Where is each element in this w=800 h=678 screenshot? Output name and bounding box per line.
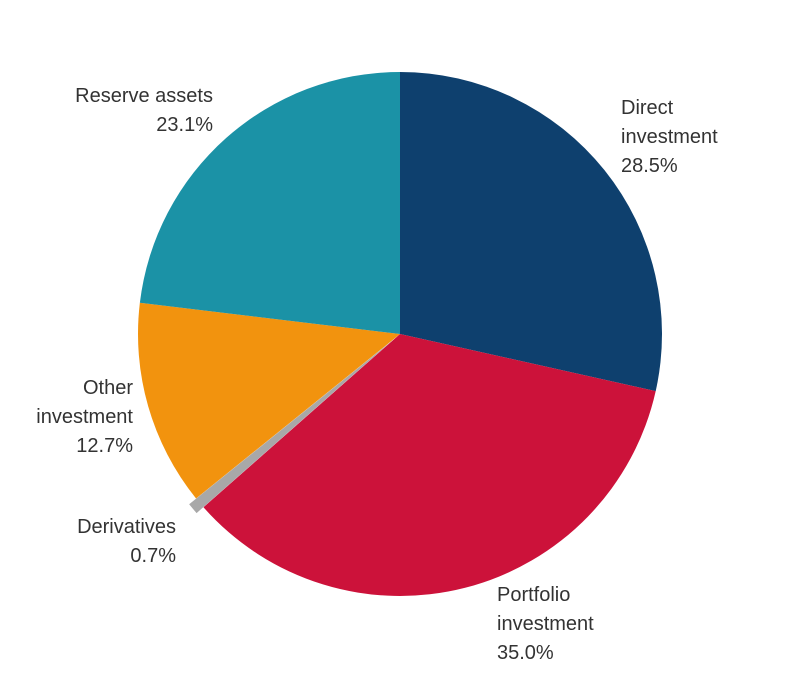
label-portfolio-investment: Portfolio investment 35.0% bbox=[497, 581, 594, 668]
pie-slice-derivatives bbox=[189, 339, 394, 514]
label-line: Reserve assets bbox=[75, 85, 213, 107]
pie-slice-other-investment bbox=[137, 302, 400, 499]
value-label: 28.5% bbox=[621, 155, 678, 177]
label-line: investment bbox=[497, 613, 594, 635]
value-label: 0.7% bbox=[130, 545, 176, 567]
label-line: Other bbox=[82, 377, 133, 399]
value-label: 12.7% bbox=[76, 435, 133, 457]
label-derivatives: Derivatives 0.7% bbox=[77, 513, 176, 571]
label-line: investment bbox=[36, 406, 133, 428]
label-line: Portfolio bbox=[497, 584, 571, 606]
value-label: 23.1% bbox=[156, 114, 213, 136]
pie-slice-portfolio-investment bbox=[203, 334, 656, 596]
pie-slice-direct-investment bbox=[400, 72, 662, 392]
label-line: investment bbox=[621, 126, 718, 148]
label-reserve-assets: Reserve assets 23.1% bbox=[75, 82, 213, 140]
value-label: 35.0% bbox=[497, 642, 554, 664]
label-line: Direct bbox=[621, 97, 674, 119]
pie-slice-reserve-assets bbox=[139, 72, 401, 334]
label-line: Derivatives bbox=[77, 516, 176, 538]
label-other-investment: Other investment 12.7% bbox=[36, 374, 133, 461]
label-direct-investment: Direct investment 28.5% bbox=[621, 94, 718, 181]
